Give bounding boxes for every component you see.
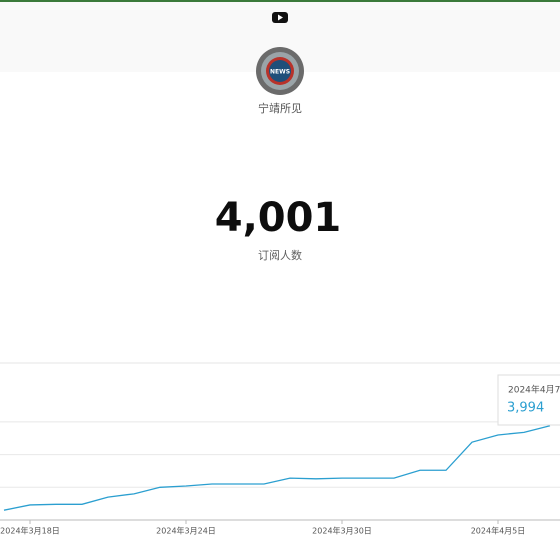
channel-avatar[interactable]: NEWS xyxy=(256,47,304,95)
x-tick-label: 2024年3月30日 xyxy=(312,526,372,536)
tooltip: 2024年4月7日 3,994 xyxy=(497,374,560,426)
subscriber-count: 4,001 xyxy=(215,195,342,241)
channel-name[interactable]: 宁靖所见 xyxy=(258,101,302,115)
chart: 2024年3月18日 2024年3月24日 2024年3月30日 2024年4月5日 xyxy=(0,421,560,536)
subscriber-label: 订阅人数 xyxy=(258,249,302,262)
svg-text:NEWS: NEWS xyxy=(270,69,290,76)
tooltip-date: 2024年4月7日 xyxy=(508,384,560,396)
youtube-logo[interactable] xyxy=(272,12,288,23)
x-tick-label: 2024年3月24日 xyxy=(156,526,216,536)
x-tick-label: 2024年4月5日 xyxy=(471,526,526,536)
tooltip-value: 3,994 xyxy=(507,401,544,416)
x-tick-label: 2024年3月18日 xyxy=(0,526,60,536)
line-series xyxy=(3,425,551,511)
top-border xyxy=(0,0,560,2)
tooltip-box xyxy=(497,374,560,426)
